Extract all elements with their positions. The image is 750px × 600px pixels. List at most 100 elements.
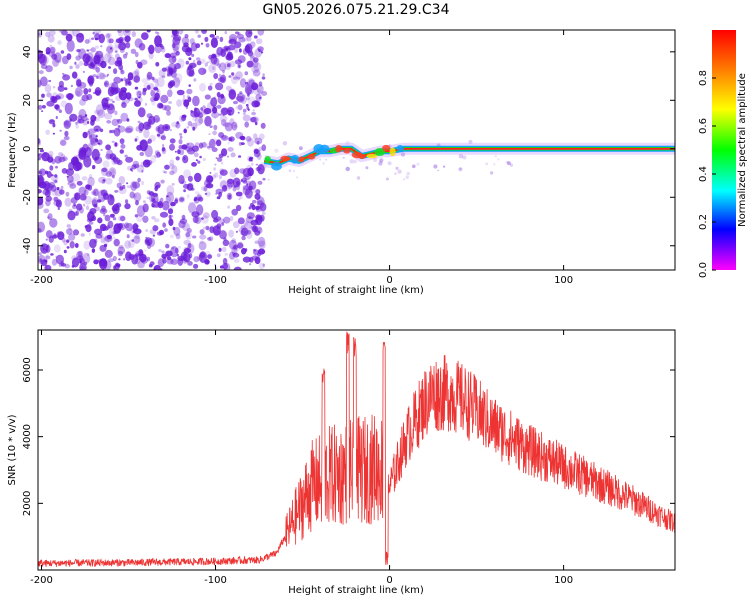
noise-blob bbox=[134, 97, 138, 101]
noise-blob bbox=[240, 227, 249, 237]
noise-blob bbox=[65, 168, 75, 176]
noise-blob bbox=[141, 169, 144, 173]
noise-blob bbox=[63, 87, 68, 91]
noise-blob bbox=[240, 142, 245, 146]
noise-blob bbox=[160, 197, 164, 203]
noise-blob bbox=[213, 229, 221, 236]
colorbar-label: Normalized spectral amplitude bbox=[737, 73, 748, 227]
noise-blob bbox=[183, 99, 190, 107]
noise-blob bbox=[105, 171, 113, 177]
noise-blob bbox=[125, 42, 131, 49]
noise-blob bbox=[90, 47, 96, 53]
noise-blob bbox=[57, 207, 60, 210]
noise-blob bbox=[262, 73, 265, 77]
noise-blob bbox=[143, 128, 150, 139]
noise-blob bbox=[115, 95, 121, 102]
noise-blob bbox=[111, 118, 119, 126]
noise-blob bbox=[146, 113, 153, 119]
noise-blob bbox=[112, 217, 117, 221]
noise-blob bbox=[57, 40, 62, 45]
noise-blob bbox=[152, 204, 156, 208]
noise-blob bbox=[124, 81, 130, 87]
noise-blob bbox=[181, 144, 188, 150]
noise-blob bbox=[107, 194, 115, 206]
noise-blob bbox=[90, 218, 94, 222]
noise-blob bbox=[59, 139, 67, 146]
noise-blob bbox=[125, 223, 134, 232]
noise-blob bbox=[53, 233, 57, 238]
noise-blob bbox=[229, 61, 236, 68]
noise-blob bbox=[257, 236, 266, 247]
noise-blob bbox=[105, 153, 112, 160]
noise-blob bbox=[69, 241, 75, 249]
noise-blob bbox=[68, 180, 75, 187]
noise-blob bbox=[191, 211, 200, 218]
noise-blob bbox=[175, 156, 180, 161]
noise-blob bbox=[55, 115, 58, 120]
noise-blob bbox=[296, 176, 299, 179]
noise-blob bbox=[137, 120, 141, 124]
noise-blob bbox=[151, 76, 155, 81]
noise-blob bbox=[91, 248, 96, 254]
noise-blob bbox=[213, 124, 218, 131]
noise-blob bbox=[90, 119, 95, 126]
noise-blob bbox=[494, 155, 497, 158]
colorbar-tick-label: 0.0 bbox=[698, 262, 709, 278]
noise-blob bbox=[125, 125, 134, 133]
noise-blob bbox=[205, 175, 214, 184]
noise-blob bbox=[250, 159, 253, 162]
snr-frame bbox=[37, 329, 676, 571]
noise-blob bbox=[55, 255, 58, 259]
noise-blob bbox=[68, 233, 76, 241]
noise-blob bbox=[118, 176, 126, 185]
noise-blob bbox=[236, 242, 244, 249]
noise-blob bbox=[79, 194, 87, 201]
noise-blob bbox=[99, 258, 108, 270]
noise-blob bbox=[172, 226, 176, 231]
noise-blob bbox=[160, 135, 166, 141]
noise-blob bbox=[261, 144, 267, 152]
noise-blob bbox=[74, 61, 77, 65]
noise-blob bbox=[166, 71, 173, 77]
noise-blob bbox=[249, 156, 254, 160]
noise-blob bbox=[169, 129, 172, 132]
noise-blob bbox=[60, 50, 65, 54]
noise-blob bbox=[177, 245, 181, 249]
noise-blob bbox=[254, 121, 258, 126]
noise-blob bbox=[75, 90, 81, 97]
noise-blob bbox=[256, 196, 265, 209]
noise-blob bbox=[44, 259, 48, 263]
noise-blob bbox=[40, 76, 48, 87]
noise-blob bbox=[224, 122, 233, 132]
noise-blob bbox=[151, 98, 156, 106]
noise-blob bbox=[242, 256, 251, 263]
noise-blob bbox=[67, 174, 74, 184]
noise-blob bbox=[45, 245, 51, 253]
noise-blob bbox=[94, 238, 98, 244]
noise-blob bbox=[76, 32, 85, 43]
noise-blob bbox=[209, 226, 215, 234]
noise-blob bbox=[179, 133, 183, 136]
noise-blob bbox=[77, 250, 83, 257]
noise-blob bbox=[96, 75, 99, 80]
noise-blob bbox=[72, 229, 80, 236]
noise-blob bbox=[38, 152, 43, 159]
noise-blob bbox=[191, 162, 197, 167]
noise-blob bbox=[254, 230, 261, 236]
noise-blob bbox=[217, 63, 221, 68]
noise-blob bbox=[115, 53, 120, 60]
noise-blob bbox=[251, 111, 256, 116]
noise-blob bbox=[221, 148, 228, 157]
noise-blob bbox=[233, 258, 240, 264]
noise-blob bbox=[189, 38, 195, 45]
noise-blob bbox=[505, 160, 509, 164]
noise-blob bbox=[83, 61, 89, 67]
noise-blob bbox=[135, 126, 140, 132]
noise-blob bbox=[133, 192, 142, 202]
noise-blob bbox=[92, 165, 96, 170]
noise-blob bbox=[152, 78, 159, 83]
noise-blob bbox=[102, 102, 108, 111]
noise-blob bbox=[162, 200, 170, 211]
noise-blob bbox=[120, 69, 125, 75]
noise-blob bbox=[249, 263, 252, 266]
